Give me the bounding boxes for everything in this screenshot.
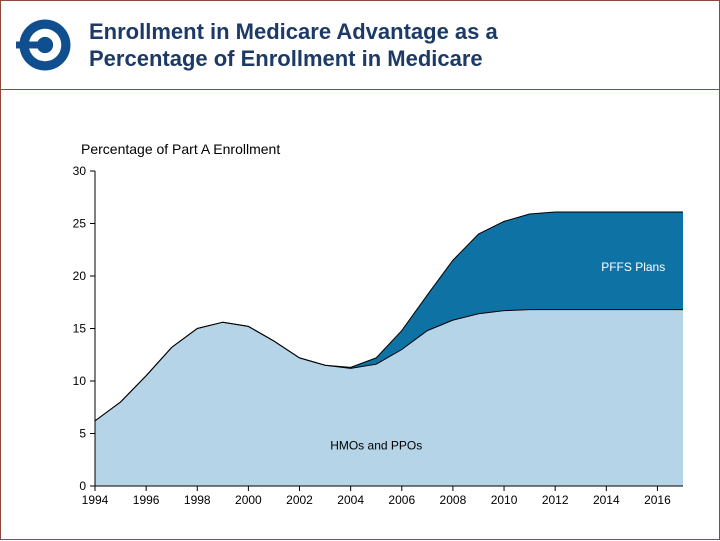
x-tick-label: 2000: [235, 493, 262, 507]
y-tick-label: 5: [79, 427, 86, 441]
x-tick-label: 2014: [593, 493, 620, 507]
y-tick-label: 25: [73, 217, 87, 231]
x-tick-label: 2004: [337, 493, 364, 507]
y-tick-label: 30: [73, 164, 87, 178]
y-tick-label: 15: [73, 322, 87, 336]
series-label: HMOs and PPOs: [330, 438, 422, 452]
x-tick-label: 1996: [133, 493, 160, 507]
y-tick-label: 0: [79, 479, 86, 493]
chart-area: 0 5 10 15 20 25 30 1994 1996 1998 2000 2002 2004 2006…: [1, 1, 720, 541]
x-tick-label: 2010: [491, 493, 518, 507]
series-label: PFFS Plans: [601, 260, 665, 274]
y-tick-label: 10: [73, 374, 87, 388]
x-tick-label: 1998: [184, 493, 211, 507]
x-tick-label: 2002: [286, 493, 313, 507]
area-chart: 0 5 10 15 20 25 30 1994 1996 1998 2000 2002 2004 2006…: [1, 1, 720, 541]
slide-container: Enrollment in Medicare Advantage as a Pe…: [0, 0, 720, 540]
x-tick-label: 2006: [388, 493, 415, 507]
y-tick-label: 20: [73, 269, 87, 283]
x-tick-label: 1994: [82, 493, 109, 507]
x-tick-label: 2008: [440, 493, 467, 507]
x-tick-label: 2016: [644, 493, 671, 507]
x-tick-label: 2012: [542, 493, 569, 507]
